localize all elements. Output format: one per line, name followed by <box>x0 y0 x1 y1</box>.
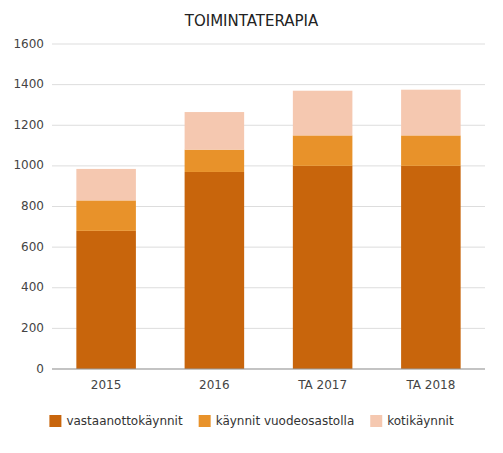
x-tick-label: TA 2018 <box>405 378 455 392</box>
legend-swatch <box>49 415 61 427</box>
legend-item: kotikäynnit <box>370 414 454 428</box>
x-axis-line <box>52 369 485 370</box>
grid <box>52 44 485 369</box>
legend-swatch <box>199 415 211 427</box>
y-tick-label: 1200 <box>13 118 44 132</box>
y-tick-label: 800 <box>21 199 44 213</box>
bar-segment <box>185 112 245 150</box>
legend-label: kotikäynnit <box>387 414 454 428</box>
x-axis: 2015 2016 TA 2017 TA 2018 <box>91 378 456 392</box>
legend-item: vastaanottokäynnit <box>49 414 183 428</box>
y-tick-label: 400 <box>21 280 44 294</box>
legend: vastaanottokäynnit käynnit vuodeosastolla… <box>49 414 453 428</box>
bar-segment <box>293 135 353 165</box>
bar-segment <box>401 90 461 136</box>
series <box>76 90 460 201</box>
bar-segment <box>76 169 136 200</box>
bar-segment <box>76 231 136 369</box>
legend-label: vastaanottokäynnit <box>66 414 183 428</box>
series <box>76 135 460 230</box>
series <box>76 166 460 369</box>
legend-label: käynnit vuodeosastolla <box>216 414 355 428</box>
y-axis: 0 200 400 600 800 1000 1200 1400 1600 <box>13 37 44 376</box>
bar-segment <box>185 172 245 369</box>
y-tick-label: 200 <box>21 321 44 335</box>
bar-segment <box>401 166 461 369</box>
legend-item: käynnit vuodeosastolla <box>199 414 355 428</box>
y-tick-label: 1000 <box>13 158 44 172</box>
y-tick-label: 0 <box>36 362 44 376</box>
bar-segment <box>76 200 136 230</box>
y-tick-label: 1600 <box>13 37 44 51</box>
bar-segment <box>293 166 353 369</box>
bar-segment <box>185 150 245 172</box>
x-tick-label: TA 2017 <box>297 378 347 392</box>
bar-segment <box>293 91 353 136</box>
title: TOIMINTATERAPIA <box>184 12 319 30</box>
grid-line <box>52 44 485 45</box>
bars <box>76 90 460 369</box>
bar-segment <box>401 135 461 165</box>
y-tick-label: 1400 <box>13 77 44 91</box>
chart: TOIMINTATERAPIA 0 200 400 600 800 1000 1200 1400… <box>0 0 503 453</box>
chart-container: TOIMINTATERAPIA 0 200 400 600 800 1000 1200 1400… <box>0 0 503 453</box>
grid-line <box>52 84 485 85</box>
x-tick-label: 2016 <box>199 378 230 392</box>
x-tick-label: 2015 <box>91 378 122 392</box>
legend-swatch <box>370 415 382 427</box>
grid-line <box>52 369 485 370</box>
y-tick-label: 600 <box>21 240 44 254</box>
